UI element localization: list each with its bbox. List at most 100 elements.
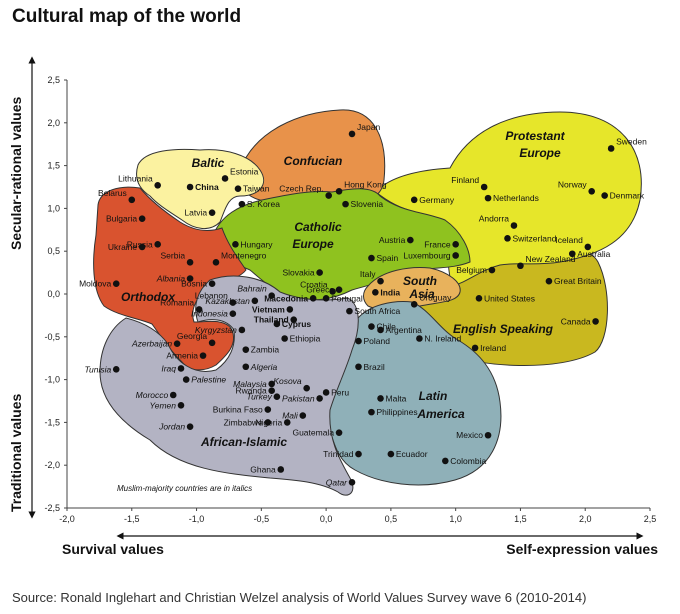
point-label: Ukraine xyxy=(108,242,138,252)
point-kosova xyxy=(303,384,310,392)
point-label: Nigeria xyxy=(255,417,282,427)
point-jordan xyxy=(186,423,194,430)
point-label: Switzerland xyxy=(512,233,556,243)
point-india xyxy=(372,288,379,296)
point-slovenia xyxy=(342,200,349,208)
source-caption: Source: Ronald Inglehart and Christian W… xyxy=(12,590,587,605)
point-label: Malaysia xyxy=(233,379,267,389)
point-iraq xyxy=(177,365,185,372)
point-label: Ethiopia xyxy=(290,334,321,344)
point-label: Brazil xyxy=(364,362,385,372)
point-vietnam xyxy=(286,306,294,313)
point-ecuador xyxy=(387,450,395,458)
x-tick-label: -1,5 xyxy=(124,514,140,524)
region-shapes xyxy=(93,109,642,496)
point-label: Malta xyxy=(386,393,407,403)
point-label: Turkey xyxy=(247,392,273,402)
point-label: Argentina xyxy=(386,325,423,335)
y-tick-label: 0,0 xyxy=(47,289,60,299)
point-label: Kyrgyzstan xyxy=(195,325,237,335)
point-canada xyxy=(592,318,599,325)
point-n-ireland xyxy=(416,335,423,342)
region-label-english-speaking: English Speaking xyxy=(453,322,554,336)
point-guatemala xyxy=(335,429,343,436)
x-axis-label-left: Survival values xyxy=(62,541,164,557)
point-label: Netherlands xyxy=(493,193,539,203)
region-label-south-asia-1: South xyxy=(403,274,437,288)
point-japan xyxy=(348,130,356,138)
point-morocco xyxy=(169,391,177,399)
region-labels: Protestant Europe English Speaking Confu… xyxy=(121,129,566,449)
point-greece xyxy=(335,286,343,294)
point-zimbabwe xyxy=(264,419,272,426)
point-lithuania xyxy=(154,181,161,189)
x-tick-label: 1,0 xyxy=(449,514,462,524)
point-rwanda xyxy=(268,387,275,395)
point-chile xyxy=(368,323,375,330)
point-label: Latvia xyxy=(184,208,207,218)
point-label: India xyxy=(380,287,400,297)
point-label: Hungary xyxy=(240,239,273,249)
point-sweden xyxy=(607,145,615,152)
chart-note: Muslim-majority countries are in italics xyxy=(117,484,252,493)
point-label: Sweden xyxy=(616,136,647,146)
region-orthodox xyxy=(93,186,247,371)
point-label: New Zealand xyxy=(525,254,575,264)
point-label: Taiwan xyxy=(243,184,270,194)
point-label: Iraq xyxy=(161,363,176,373)
point-brazil xyxy=(355,363,362,371)
axes xyxy=(28,56,650,540)
point-bulgaria xyxy=(138,215,146,222)
point-hungary xyxy=(232,241,239,248)
point-tunisia xyxy=(112,366,120,373)
point-bosnia xyxy=(208,280,216,288)
point-label: Vietnam xyxy=(252,304,285,314)
y-tick-label: 1,0 xyxy=(47,203,60,213)
point-turkey xyxy=(273,393,281,401)
point-belarus xyxy=(128,196,136,204)
point-serbia xyxy=(186,259,194,266)
chart-title: Cultural map of the world xyxy=(12,6,242,27)
point-label: Belarus xyxy=(98,188,127,198)
point-label: Russia xyxy=(127,239,153,249)
point-label: Rwanda xyxy=(236,386,267,396)
point-slovakia xyxy=(316,269,323,276)
point-andorra xyxy=(510,222,518,229)
point-colombia xyxy=(442,457,449,465)
point-label: United States xyxy=(484,293,535,303)
point-mali xyxy=(299,412,307,419)
point-georgia xyxy=(208,339,216,347)
point-label: Albania xyxy=(156,274,186,284)
point-label: Japan xyxy=(357,122,380,132)
point-label: Qatar xyxy=(326,477,348,487)
point-label: Palestine xyxy=(191,375,226,385)
point-macedonia xyxy=(309,294,317,302)
point-label: Denmark xyxy=(610,191,645,201)
point-switzerland xyxy=(504,235,511,242)
point-label: Thailand xyxy=(254,315,289,325)
y-tick-label: -2,0 xyxy=(44,460,60,470)
point-label: Hong Kong xyxy=(344,179,387,189)
point-label: Ghana xyxy=(250,464,276,474)
point-finland xyxy=(480,183,488,191)
region-label-orthodox: Orthodox xyxy=(121,290,176,304)
point-iceland xyxy=(584,243,592,251)
point-label: Armenia xyxy=(166,351,198,361)
point-label: Morocco xyxy=(136,390,169,400)
point-label: Canada xyxy=(561,316,591,326)
point-palestine xyxy=(182,376,190,383)
point-nigeria xyxy=(283,419,291,426)
point-label: Spain xyxy=(376,253,398,263)
point-label: Colombia xyxy=(450,456,486,466)
point-label: Burkina Faso xyxy=(213,405,263,415)
point-trinidad xyxy=(355,450,362,458)
point-luxembourg xyxy=(452,252,459,259)
y-tick-label: -2,5 xyxy=(44,503,60,513)
point-s-korea xyxy=(238,200,246,208)
point-label: Trinidad xyxy=(323,449,354,459)
point-mexico xyxy=(484,431,492,439)
point-label: Jordan xyxy=(158,422,185,432)
point-label: Luxembourg xyxy=(403,250,451,260)
point-label: Slovenia xyxy=(351,199,384,209)
point-ethiopia xyxy=(281,335,288,342)
